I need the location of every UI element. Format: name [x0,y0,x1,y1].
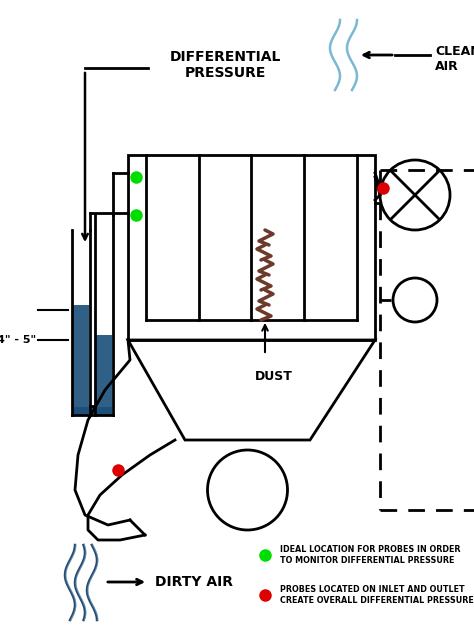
Bar [73,407,112,414]
Text: PROBES LOCATED ON INLET AND OUTLET
CREATE OVERALL DIFFERENTIAL PRESSURE: PROBES LOCATED ON INLET AND OUTLET CREAT… [280,585,474,605]
Text: CLEAN
AIR: CLEAN AIR [435,45,474,73]
Text: DIFFERENTIAL
PRESSURE: DIFFERENTIAL PRESSURE [169,50,281,80]
Text: IDEAL LOCATION FOR PROBES IN ORDER
TO MONITOR DIFFERENTIAL PRESSURE: IDEAL LOCATION FOR PROBES IN ORDER TO MO… [280,545,461,566]
Text: DIRTY AIR: DIRTY AIR [155,575,233,589]
Bar [73,305,89,415]
Bar [96,335,112,415]
Text: 4" - 5": 4" - 5" [0,335,36,345]
Bar [128,155,375,340]
Text: DUST: DUST [255,370,293,383]
